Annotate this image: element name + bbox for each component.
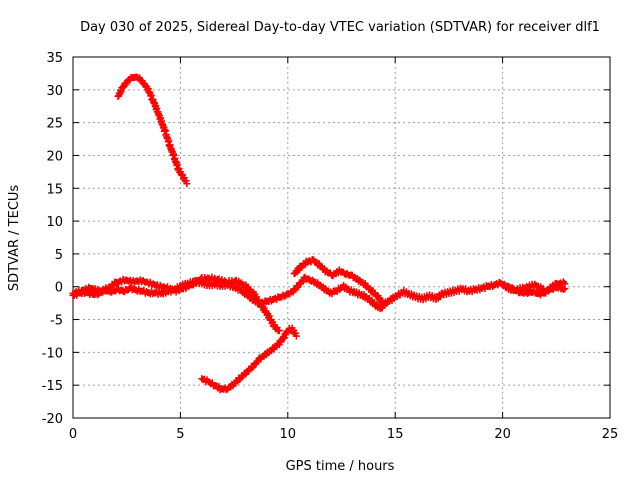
y-tick-label: 5 (55, 248, 63, 263)
data-point (292, 332, 300, 340)
data-point (249, 364, 257, 372)
data-point (183, 180, 191, 188)
x-axis-label: GPS time / hours (286, 459, 395, 474)
y-tick-label: 0 (55, 281, 63, 296)
x-tick-label: 20 (494, 427, 511, 442)
y-tick-label: 25 (46, 117, 63, 132)
series-track-c (69, 273, 283, 335)
data-point (275, 326, 283, 334)
x-tick-label: 10 (280, 427, 297, 442)
data-points (69, 73, 569, 394)
y-tick-label: 35 (46, 51, 63, 66)
axis-ticks (72, 56, 611, 419)
series-track-e (290, 256, 569, 309)
chart-title: Day 030 of 2025, Sidereal Day-to-day VTE… (80, 20, 600, 35)
data-point (550, 283, 558, 291)
y-tick-label: -20 (42, 412, 63, 427)
y-tick-labels: -20 -15 -10 -5 0 5 10 15 20 25 30 35 (42, 51, 63, 427)
y-tick-label: 10 (46, 215, 63, 230)
x-tick-labels: 0 5 10 15 20 25 (69, 427, 618, 442)
y-tick-label: -5 (50, 314, 63, 329)
data-point (561, 280, 569, 288)
x-tick-label: 0 (69, 427, 77, 442)
series-track-d (198, 324, 300, 394)
plot-frame (72, 56, 611, 419)
series-track-a (114, 73, 191, 188)
data-point (110, 282, 118, 290)
y-tick-label: -15 (42, 379, 63, 394)
series-track-f (499, 278, 569, 296)
y-tick-label: -10 (42, 346, 63, 361)
y-tick-label: 30 (46, 84, 63, 99)
x-tick-label: 5 (176, 427, 184, 442)
data-point (236, 376, 244, 384)
x-tick-label: 15 (387, 427, 404, 442)
x-tick-label: 25 (602, 427, 619, 442)
y-tick-label: 20 (46, 149, 63, 164)
y-tick-label: 15 (46, 182, 63, 197)
y-axis-label: SDTVAR / TECUs (7, 185, 22, 292)
grid (73, 57, 610, 418)
